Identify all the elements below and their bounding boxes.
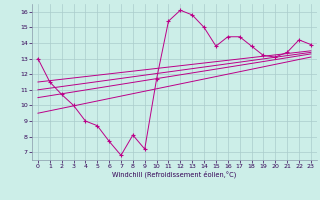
X-axis label: Windchill (Refroidissement éolien,°C): Windchill (Refroidissement éolien,°C) [112,171,236,178]
